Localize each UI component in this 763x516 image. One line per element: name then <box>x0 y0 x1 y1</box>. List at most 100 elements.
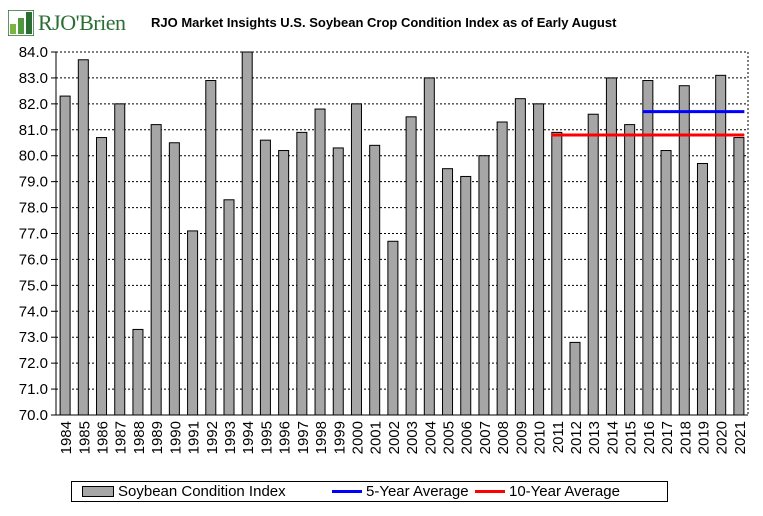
bar-1990 <box>168 142 180 416</box>
x-tick-label: 1984 <box>58 421 75 454</box>
legend-swatch-line <box>475 489 505 493</box>
bar-2007 <box>478 155 490 416</box>
x-tick-label: 1989 <box>149 421 166 454</box>
bar-1986 <box>96 137 108 416</box>
bar-2014 <box>605 77 617 416</box>
legend: Soybean Condition Index 5-Year Average 1… <box>71 481 668 502</box>
x-tick-label: 1992 <box>204 421 221 454</box>
x-tick-label: 1990 <box>167 421 184 454</box>
bar-1985 <box>77 59 89 416</box>
bar-1984 <box>59 95 71 416</box>
x-tick-label: 2009 <box>513 421 530 454</box>
y-tick-label: 72.0 <box>19 355 48 372</box>
legend-swatch-line <box>332 489 362 493</box>
x-tick-label: 1987 <box>113 421 130 454</box>
x-tick-label: 2011 <box>550 421 567 453</box>
y-tick-label: 81.0 <box>19 122 48 139</box>
bar-2015 <box>624 124 636 416</box>
x-tick-label: 1991 <box>186 421 203 454</box>
axes <box>51 51 749 416</box>
legend-item-5-year-average: 5-Year Average <box>332 482 469 501</box>
bar-1988 <box>132 328 144 416</box>
bar-1993 <box>223 199 235 416</box>
y-tick-label: 80.0 <box>19 148 48 165</box>
x-tick-label: 2018 <box>677 421 694 454</box>
legend-item-10-year-average: 10-Year Average <box>475 482 620 501</box>
bar-2004 <box>423 77 435 416</box>
bar-1996 <box>278 150 290 416</box>
x-tick-label: 2000 <box>349 421 366 454</box>
x-tick-label: 2008 <box>495 421 512 454</box>
y-tick-label: 83.0 <box>19 70 48 87</box>
x-tick-label: 1994 <box>240 421 257 454</box>
bar-1989 <box>150 124 162 416</box>
bar-1995 <box>259 139 271 416</box>
x-tick-label: 2013 <box>586 421 603 454</box>
bar-2001 <box>369 144 381 416</box>
bar-2017 <box>660 150 672 416</box>
bar-2016 <box>642 80 654 416</box>
bar-2021 <box>733 137 745 416</box>
rjobrien-logo-text: RJO'Brien <box>38 10 126 35</box>
bar-2019 <box>696 162 708 416</box>
x-tick-label: 2012 <box>568 421 585 454</box>
y-tick-label: 78.0 <box>19 200 48 217</box>
x-tick-label: 1995 <box>258 421 275 454</box>
legend-label: 5-Year Average <box>366 483 469 500</box>
bar-2010 <box>533 103 545 416</box>
x-tick-label: 1993 <box>222 421 239 454</box>
bar-2012 <box>569 341 581 416</box>
bar-1992 <box>205 80 217 416</box>
x-tick-label: 1986 <box>95 421 112 454</box>
x-tick-label: 2004 <box>422 421 439 454</box>
bar-2013 <box>587 113 599 416</box>
x-tick-label: 2014 <box>604 421 621 454</box>
bar-2008 <box>496 121 508 416</box>
chart-title: RJO Market Insights U.S. Soybean Crop Co… <box>151 15 617 30</box>
bar-2002 <box>387 240 399 416</box>
x-tick-label: 2010 <box>532 421 549 454</box>
rjobrien-logo-mark-icon <box>8 10 34 36</box>
x-tick-label: 2017 <box>659 421 676 454</box>
x-tick-label: 1988 <box>131 421 148 454</box>
y-tick-label: 74.0 <box>19 303 48 320</box>
bar-1991 <box>187 230 199 416</box>
x-tick-label: 1998 <box>313 421 330 454</box>
y-tick-label: 73.0 <box>19 329 48 346</box>
x-tick-label: 2006 <box>459 421 476 454</box>
x-tick-label: 2003 <box>404 421 421 454</box>
y-tick-label: 70.0 <box>19 407 48 424</box>
x-tick-label: 2005 <box>441 421 458 454</box>
x-tick-label: 1996 <box>277 421 294 454</box>
y-tick-label: 82.0 <box>19 96 48 113</box>
bar-2003 <box>405 116 417 416</box>
y-tick-label: 79.0 <box>19 174 48 191</box>
bar-2011 <box>551 131 563 416</box>
bar-2005 <box>442 168 454 416</box>
bar-1987 <box>114 103 126 416</box>
y-tick-label: 77.0 <box>19 226 48 243</box>
bar-1997 <box>296 131 308 416</box>
average-lines <box>551 110 745 137</box>
y-tick-label: 75.0 <box>19 277 48 294</box>
legend-item-soybean-condition-index: Soybean Condition Index <box>82 482 286 501</box>
bar-2006 <box>460 175 472 416</box>
x-tick-label: 1999 <box>331 421 348 454</box>
x-tick-label: 2002 <box>386 421 403 454</box>
x-tick-label: 2021 <box>732 421 749 454</box>
legend-label: 10-Year Average <box>509 483 620 500</box>
x-tick-label: 2007 <box>477 421 494 454</box>
x-tick-label: 2020 <box>714 421 731 454</box>
x-tick-label: 2019 <box>695 421 712 454</box>
bar-1998 <box>314 108 326 416</box>
y-tick-label: 84.0 <box>19 44 48 61</box>
x-tick-label: 2015 <box>623 421 640 454</box>
rjobrien-logo: RJO'Brien <box>8 8 132 38</box>
chart-plot: 70.0 71.0 72.0 73.0 74.0 75.0 76.0 77.0 78.0 79.0… <box>19 44 749 454</box>
x-tick-label: 2016 <box>641 421 658 454</box>
bar-2000 <box>350 103 362 416</box>
x-tick-labels: 1984 1985 1986 1987 1988 1989 1990 1991 1992 1993… <box>58 421 749 454</box>
y-tick-label: 76.0 <box>19 251 48 268</box>
x-tick-label: 2001 <box>368 421 385 454</box>
bar-2009 <box>514 98 526 416</box>
